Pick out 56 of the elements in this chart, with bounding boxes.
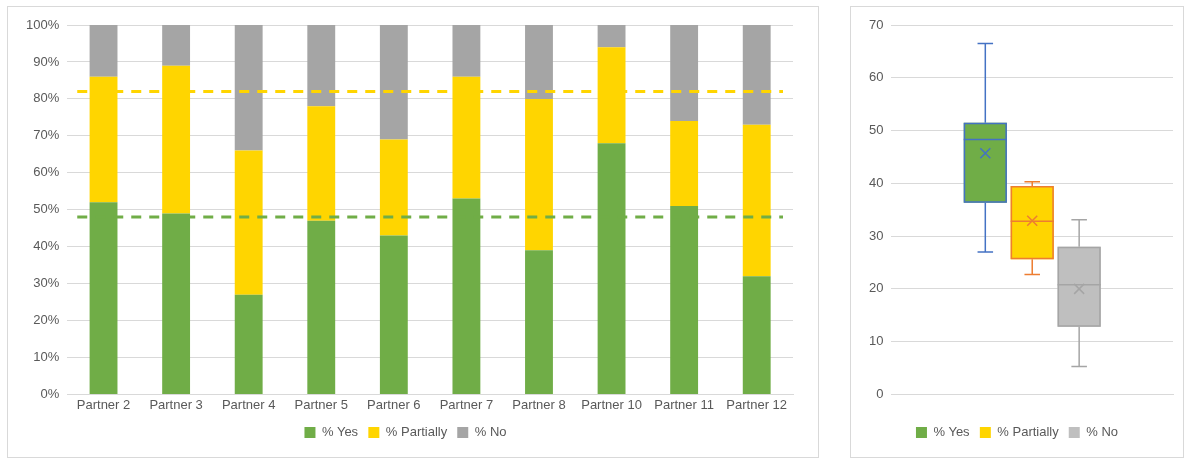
y-tick-label: 20%	[33, 312, 60, 328]
legend-label: % No	[474, 424, 507, 440]
x-tick-label: Partner 5	[294, 396, 348, 412]
bar	[234, 294, 263, 394]
legend-label: % Partially	[385, 424, 448, 440]
y-tick-label: 80%	[33, 90, 60, 106]
y-tick-label: 20	[868, 280, 884, 296]
y-tick-label: 50%	[33, 201, 60, 217]
y-tick-label: 30	[868, 227, 884, 243]
bar	[379, 235, 408, 394]
x-tick-label: Partner 6	[367, 396, 421, 412]
bar	[162, 25, 191, 66]
x-tick-label: Partner 12	[726, 396, 788, 412]
y-tick-label: 100%	[26, 16, 60, 32]
bar	[234, 25, 263, 151]
y-tick-label: 0%	[40, 385, 60, 401]
x-tick-label: Partner 8	[512, 396, 566, 412]
y-tick-label: 70	[868, 16, 884, 32]
bar	[525, 98, 553, 251]
x-tick-label: Partner 10	[581, 396, 642, 412]
y-tick-label: 60	[868, 69, 884, 85]
bar	[742, 25, 771, 125]
y-tick-label: 0	[876, 385, 884, 401]
legend-label: % Partially	[997, 424, 1060, 440]
x-tick-label: Partner 2	[76, 396, 131, 412]
x-tick-label: Partner 4	[221, 396, 276, 412]
bar	[307, 25, 336, 107]
y-tick-label: 40	[868, 174, 884, 190]
bar	[670, 121, 699, 207]
y-tick-label: 10	[868, 333, 884, 349]
y-tick-label: 40%	[33, 238, 60, 254]
bar	[525, 250, 553, 394]
bar	[379, 25, 408, 140]
y-tick-label: 10%	[33, 349, 60, 365]
bar	[742, 276, 771, 394]
x-tick-label: Partner 3	[149, 396, 203, 412]
bar	[742, 124, 771, 277]
bar	[307, 220, 336, 394]
bar	[89, 25, 118, 77]
bar	[307, 106, 336, 221]
bar	[597, 25, 626, 48]
legend-label: % Yes	[321, 424, 359, 440]
legend-label: % Yes	[933, 424, 971, 440]
bar	[525, 25, 553, 99]
y-tick-label: 90%	[33, 53, 60, 69]
y-tick-label: 50	[868, 122, 884, 138]
bar	[379, 139, 408, 236]
y-tick-label: 70%	[33, 127, 60, 143]
y-tick-label: 60%	[33, 164, 60, 180]
x-tick-label: Partner 11	[654, 396, 715, 412]
y-tick-label: 30%	[33, 275, 60, 291]
bar	[234, 150, 263, 295]
bar	[670, 25, 699, 122]
legend-label: % No	[1086, 424, 1119, 440]
x-tick-label: Partner 7	[439, 396, 494, 412]
bar	[452, 25, 481, 77]
